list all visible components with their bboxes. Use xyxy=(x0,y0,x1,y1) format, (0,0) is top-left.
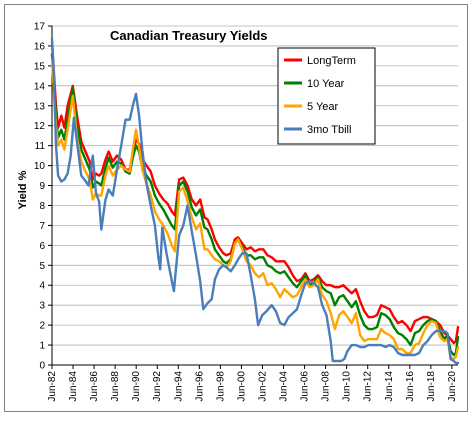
series-line-3mo-tbill xyxy=(50,36,460,365)
x-tick-label-jun-18: Jun-18 xyxy=(426,371,437,402)
x-tick-label-jun-20: Jun-20 xyxy=(447,371,458,402)
x-tick-label-jun-12: Jun-12 xyxy=(363,371,374,402)
y-tick-label-3: 3 xyxy=(39,301,45,312)
y-tick-label-15: 15 xyxy=(34,61,46,72)
gridlines xyxy=(52,25,458,346)
series-lines xyxy=(50,36,460,365)
x-tick-label-jun-14: Jun-14 xyxy=(384,371,395,402)
y-axis-title: Yield % xyxy=(17,170,29,209)
y-tick-label-1: 1 xyxy=(39,341,45,352)
x-tick-label-jun-04: Jun-04 xyxy=(279,371,290,402)
x-tick-label-jun-84: Jun-84 xyxy=(68,371,79,402)
y-tick-label-7: 7 xyxy=(39,221,45,232)
chart-title: Canadian Treasury Yields xyxy=(110,28,268,43)
legend-label-3mo-tbill: 3mo Tbill xyxy=(307,124,351,136)
y-tick-label-4: 4 xyxy=(39,281,45,292)
y-tick-label-0: 0 xyxy=(39,361,45,372)
y-tick-label-9: 9 xyxy=(39,181,45,192)
y-tick-label-16: 16 xyxy=(34,41,46,52)
x-tick-label-jun-16: Jun-16 xyxy=(405,371,416,402)
y-tick-label-12: 12 xyxy=(34,121,46,132)
y-tick-label-5: 5 xyxy=(39,261,45,272)
x-tick-label-jun-82: Jun-82 xyxy=(47,371,58,402)
x-tick-label-jun-06: Jun-06 xyxy=(300,371,311,402)
axes xyxy=(51,26,458,366)
y-tick-label-11: 11 xyxy=(35,141,46,152)
y-tick-label-8: 8 xyxy=(39,201,45,212)
y-tick-label-6: 6 xyxy=(39,241,45,252)
x-tick-label-jun-96: Jun-96 xyxy=(194,371,205,402)
legend-label-10-year: 10 Year xyxy=(307,78,345,90)
y-tick-label-14: 14 xyxy=(34,81,46,92)
series-line-longterm xyxy=(50,40,460,345)
x-tick-label-jun-08: Jun-08 xyxy=(321,371,332,402)
y-tick-label-2: 2 xyxy=(39,321,45,332)
y-tick-label-17: 17 xyxy=(34,22,46,33)
x-tick-label-jun-00: Jun-00 xyxy=(236,371,247,402)
x-tick-label-jun-94: Jun-94 xyxy=(173,371,184,402)
x-tick-label-jun-90: Jun-90 xyxy=(131,371,142,402)
x-tick-label-jun-10: Jun-10 xyxy=(342,371,353,402)
series-line-10-year xyxy=(50,52,460,357)
y-tick-label-13: 13 xyxy=(34,101,46,112)
x-tick-label-jun-02: Jun-02 xyxy=(257,371,268,402)
x-tick-label-jun-98: Jun-98 xyxy=(215,371,226,402)
x-tick-label-jun-88: Jun-88 xyxy=(110,371,121,402)
x-axis-ticks: Jun-82 Jun-84 Jun-86 Jun-88 Jun-90 Jun-92 Jun-… xyxy=(47,365,458,402)
x-tick-label-jun-86: Jun-86 xyxy=(89,371,100,402)
legend: LongTerm 10 Year 5 Year 3mo Tbill xyxy=(277,47,376,145)
y-tick-label-10: 10 xyxy=(34,161,46,172)
legend-label-5-year: 5 Year xyxy=(307,101,339,113)
legend-label-longterm: LongTerm xyxy=(307,55,356,67)
x-tick-label-jun-92: Jun-92 xyxy=(152,371,163,402)
